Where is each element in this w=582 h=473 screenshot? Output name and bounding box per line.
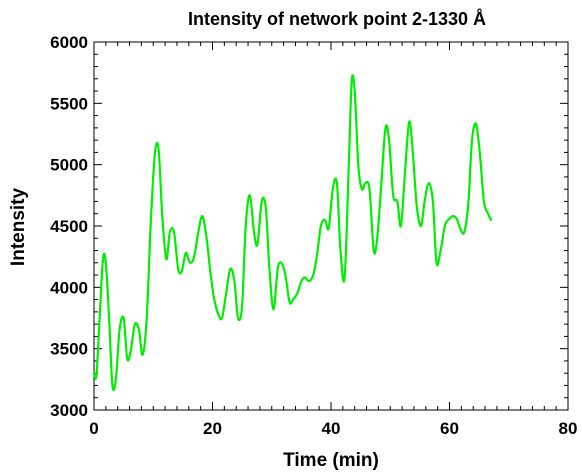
intensity-series-line: [92, 74, 493, 392]
x-tick-label: 20: [203, 419, 222, 438]
plot-area-border: [93, 41, 569, 411]
y-tick-label: 5000: [50, 156, 88, 175]
x-tick-label: 60: [440, 419, 459, 438]
plot-frame: [93, 41, 569, 411]
x-tick-label: 80: [559, 419, 578, 438]
x-tick-label: 0: [89, 419, 98, 438]
y-tick-label: 4500: [50, 217, 88, 236]
x-tick-label: 40: [322, 419, 341, 438]
y-tick-label: 3500: [50, 340, 88, 359]
x-axis-label: Time (min): [283, 450, 379, 471]
y-tick-label: 5500: [50, 94, 88, 113]
series-group: [92, 74, 493, 392]
y-tick-label: 6000: [50, 33, 88, 52]
chart-title: Intensity of network point 2-1330 Å: [188, 9, 486, 29]
axis-tick-labels: 0 20 40 60 80 3000 3500 4000 4500 5000 5500 6000: [50, 33, 577, 438]
y-tick-label: 3000: [50, 401, 88, 420]
axis-ticks: [93, 41, 569, 411]
y-axis-label: Intensity: [8, 188, 29, 267]
y-tick-label: 4000: [50, 278, 88, 297]
